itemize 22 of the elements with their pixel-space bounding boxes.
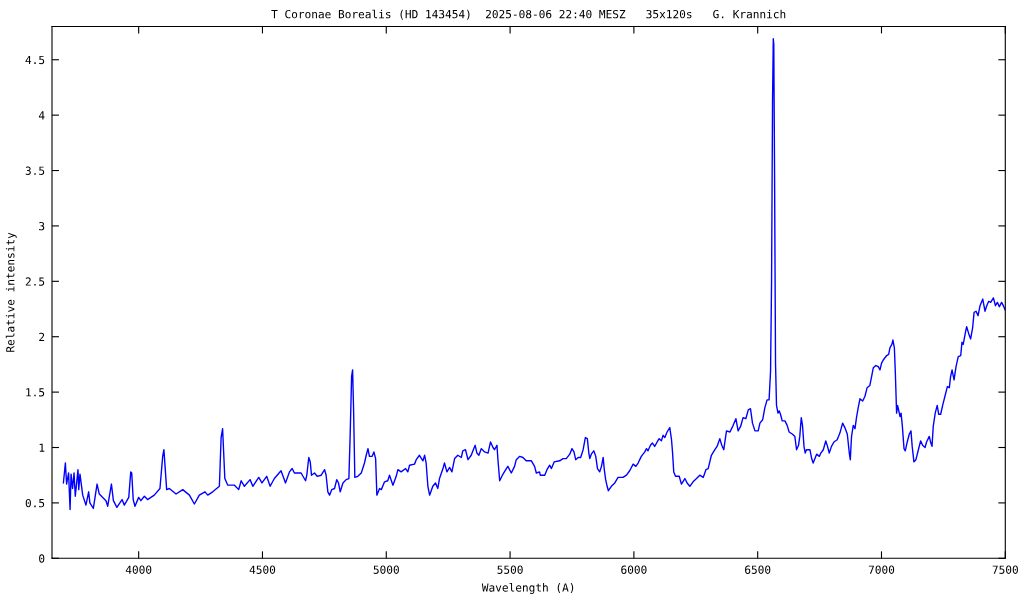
x-tick-label: 6500 xyxy=(745,565,771,574)
x-tick-label: 5000 xyxy=(373,565,399,574)
y-tick-label: 2.5 xyxy=(25,277,45,286)
y-tick-label: 3.5 xyxy=(25,166,45,175)
y-tick-label: 1.5 xyxy=(26,388,45,397)
y-tick-label: 4 xyxy=(38,111,45,120)
x-tick-label: 4500 xyxy=(249,565,276,574)
y-tick-label: 0.5 xyxy=(25,498,45,508)
y-tick-label: 2 xyxy=(39,332,45,341)
x-tick-label: 7500 xyxy=(992,565,1018,574)
line-series xyxy=(62,37,1006,511)
y-axis-title: Relative intensity xyxy=(5,232,17,352)
x-tick-label: 6000 xyxy=(621,565,647,574)
x-tick-label: 5500 xyxy=(497,565,523,574)
x-axis-title: Wavelength (A) xyxy=(481,583,574,594)
y-tick-label: 4.5 xyxy=(25,55,45,65)
y-tick-label: 1 xyxy=(39,443,45,452)
x-tick-label: 4000 xyxy=(125,565,152,574)
y-tick-label: 3 xyxy=(39,221,45,231)
x-tick-label: 7000 xyxy=(868,565,895,574)
chart-title: T Coronae Borealis (HD 143454) 2025-08-06 22:40 MESZ 35x120s G. Krannich xyxy=(271,9,786,20)
y-tick-label: 0 xyxy=(39,554,45,563)
